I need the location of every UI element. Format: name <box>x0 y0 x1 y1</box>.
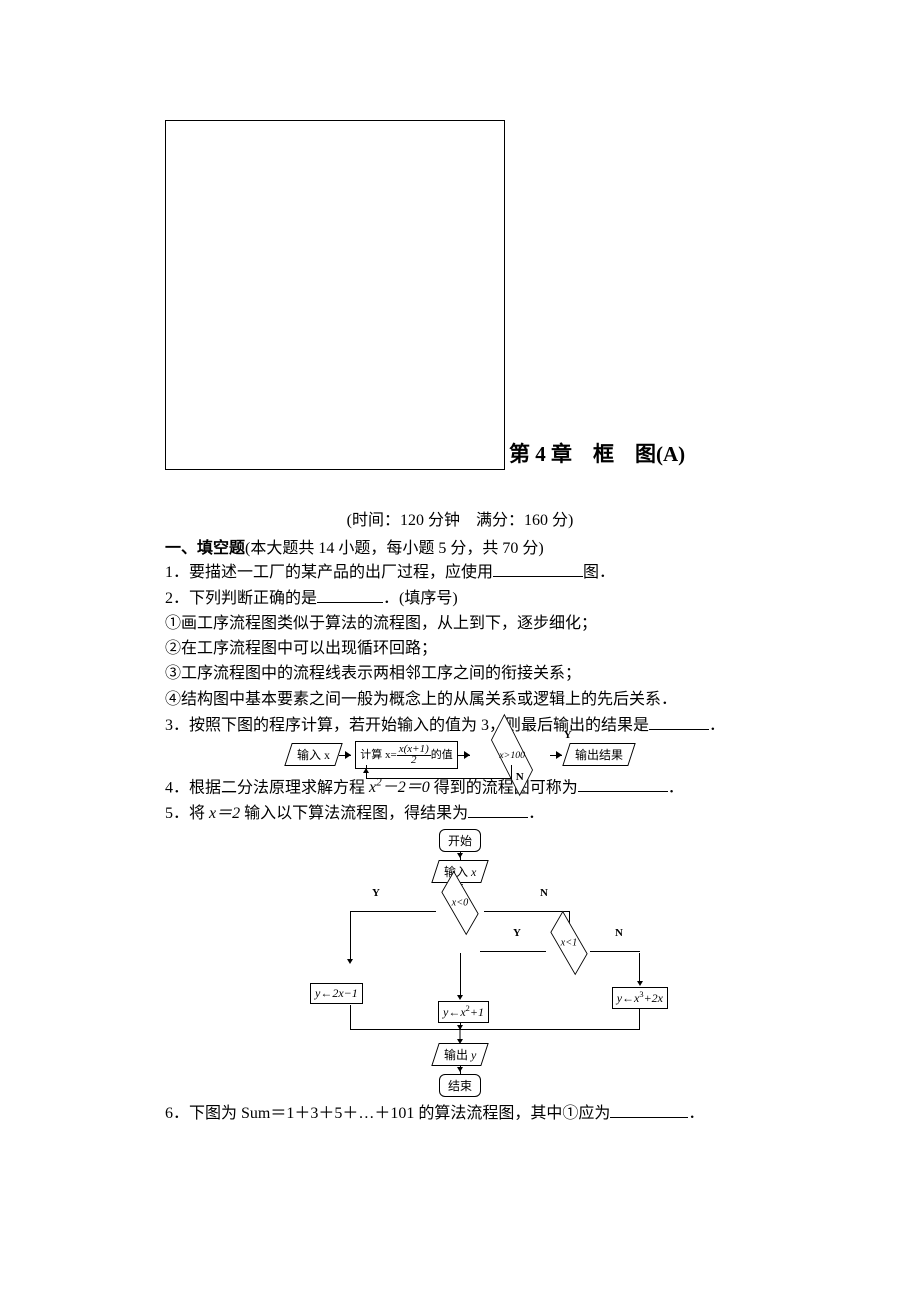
q1-blank <box>493 560 583 577</box>
q3-num: 3． <box>165 717 189 734</box>
q5-input-node: 输入 x <box>431 860 489 883</box>
q5-n2: N <box>615 927 623 939</box>
line <box>350 911 351 961</box>
line <box>639 1009 640 1029</box>
q5-box-3: y←x3+2x <box>612 987 668 1009</box>
line <box>590 951 640 952</box>
q2-opt2: ②在工序流程图中可以出现循环回路； <box>165 637 755 660</box>
q2-num: 2． <box>165 590 189 607</box>
page: 第 4 章 框 图(A) (时间：120 分钟 满分：160 分) 一、填空题(… <box>0 0 920 1187</box>
q4-text-b: 得到的流程图可称为 <box>430 779 578 796</box>
q4-text-a: 根据二分法原理求解方程 <box>189 779 369 796</box>
q2-opt3: ③工序流程图中的流程线表示两相邻工序之间的衔接关系； <box>165 662 755 685</box>
q5-text-c: ． <box>528 805 544 822</box>
q6-num: 6． <box>165 1105 189 1122</box>
q3-calc-a: 计算 x= <box>360 748 396 760</box>
q5-expr: x＝2 <box>209 805 240 822</box>
line <box>350 1029 640 1030</box>
q5-cond1: x<0 <box>452 898 469 909</box>
q4-num: 4． <box>165 779 189 796</box>
q6-blank <box>610 1101 688 1118</box>
q2-text-b: ．(填序号) <box>383 590 458 607</box>
line <box>460 953 461 997</box>
q1-num: 1． <box>165 564 189 581</box>
q2-blank <box>317 586 383 603</box>
q3-loop-line <box>366 769 512 779</box>
q3-fraction: x(x+1)2 <box>397 744 431 766</box>
line <box>639 953 640 983</box>
q3-input-node: 输入 x <box>284 743 342 766</box>
arrowhead-icon <box>457 1025 463 1033</box>
q3-cond: x>100 <box>499 749 525 760</box>
exam-subtitle: (时间：120 分钟 满分：160 分) <box>165 506 755 530</box>
q6-text-b: ． <box>688 1105 704 1122</box>
question-1: 1．要描述一工厂的某产品的出厂过程，应使用 图． <box>165 560 755 584</box>
q5-y2: Y <box>513 927 521 939</box>
q5-output-label: 输出 y <box>444 1046 476 1063</box>
q2-text-a: 下列判断正确的是 <box>189 590 317 607</box>
q4-blank <box>578 775 668 792</box>
q5-start: 开始 <box>439 829 481 852</box>
q3-text-a: 按照下图的程序计算，若开始输入的值为 3，则最后输出的结果是 <box>189 717 649 734</box>
q3-frac-den: 2 <box>411 754 417 766</box>
q3-calc-node: 计算 x=x(x+1)2的值 <box>355 741 457 769</box>
question-5: 5．将 x＝2 输入以下算法流程图，得结果为 ． <box>165 801 755 825</box>
q3-output-label: 输出结果 <box>575 746 623 763</box>
q5-text-b: 输入以下算法流程图，得结果为 <box>240 805 468 822</box>
q6-text-a: 下图为 Sum＝1＋3＋5＋…＋101 的算法流程图，其中①应为 <box>189 1105 610 1122</box>
q5-flowchart: 开始 输入 x x<0 Y N x<1 Y N <box>330 829 590 1097</box>
q5-output-node: 输出 y <box>431 1043 489 1066</box>
line <box>484 911 570 912</box>
q5-n1: N <box>540 887 548 899</box>
connector-icon <box>460 1066 461 1074</box>
connector-icon <box>460 852 461 860</box>
line <box>350 1005 351 1029</box>
question-3: 3．按照下图的程序计算，若开始输入的值为 3，则最后输出的结果是 ． <box>165 713 755 737</box>
line <box>480 951 546 952</box>
q1-text-a: 要描述一工厂的某产品的出厂过程，应使用 <box>189 564 493 581</box>
line <box>350 911 436 912</box>
q5-end: 结束 <box>439 1074 481 1097</box>
question-6: 6．下图为 Sum＝1＋3＋5＋…＋101 的算法流程图，其中①应为 ． <box>165 1101 755 1125</box>
arrowhead-icon <box>347 959 353 967</box>
chapter-title: 第 4 章 框 图(A) <box>505 438 685 470</box>
q5-num: 5． <box>165 805 189 822</box>
q3-input-label: 输入 x <box>297 746 330 763</box>
q5-text-a: 将 <box>189 805 209 822</box>
section-1-rest: (本大题共 14 小题，每小题 5 分，共 70 分) <box>245 540 544 557</box>
q5-blank <box>468 801 528 818</box>
q3-output-node: 输出结果 <box>562 743 635 766</box>
q5-cond2: x<1 <box>561 938 578 949</box>
q2-opt1: ①画工序流程图类似于算法的流程图，从上到下，逐步细化； <box>165 612 755 635</box>
q4-expr: x2－2＝0 <box>369 779 430 796</box>
watermark-placeholder <box>165 120 505 470</box>
q3-flowchart: 输入 x 计算 x=x(x+1)2的值 x>100 Y N 输出结果 <box>165 741 755 769</box>
q5-box-1: y←2x−1 <box>310 983 363 1004</box>
question-2: 2．下列判断正确的是 ．(填序号) <box>165 586 755 610</box>
q3-n-label: N <box>516 771 524 783</box>
section-1-bold: 一、填空题 <box>165 540 245 557</box>
q5-y1: Y <box>372 887 380 899</box>
section-1-head: 一、填空题(本大题共 14 小题，每小题 5 分，共 70 分) <box>165 534 755 558</box>
q3-calc-b: 的值 <box>431 748 453 760</box>
q2-opt4: ④结构图中基本要素之间一般为概念上的从属关系或逻辑上的先后关系． <box>165 688 755 711</box>
q3-text-b: ． <box>709 717 725 734</box>
q4-text-c: ． <box>668 779 684 796</box>
chapter-row: 第 4 章 框 图(A) <box>165 120 755 470</box>
q3-y-label: Y <box>564 729 572 741</box>
q3-blank <box>649 713 709 730</box>
q1-text-b: 图． <box>583 564 615 581</box>
